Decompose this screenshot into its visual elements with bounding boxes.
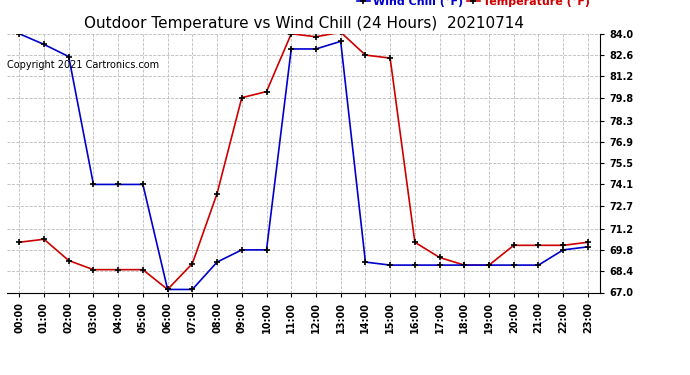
Title: Outdoor Temperature vs Wind Chill (24 Hours)  20210714: Outdoor Temperature vs Wind Chill (24 Ho… — [83, 16, 524, 31]
Legend: Wind Chill (°F), Temperature (°F): Wind Chill (°F), Temperature (°F) — [352, 0, 595, 12]
Text: Copyright 2021 Cartronics.com: Copyright 2021 Cartronics.com — [7, 60, 159, 69]
